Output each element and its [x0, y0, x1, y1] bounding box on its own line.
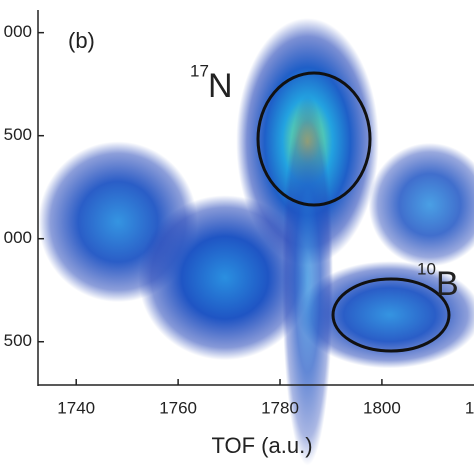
x-tick-label: 1800 — [363, 398, 401, 417]
annotation-mass: 10 — [417, 259, 436, 278]
y-tick-label: 000 — [4, 22, 32, 41]
b-outline — [331, 277, 451, 353]
cluster — [282, 94, 333, 466]
y-tick-label: 500 — [4, 331, 32, 350]
n-outline — [256, 71, 372, 207]
x-tick-label: 1820 — [465, 398, 474, 417]
x-axis-label: TOF (a.u.) — [211, 433, 312, 458]
x-tick-label: 1740 — [57, 398, 95, 417]
panel-label: (b) — [68, 28, 95, 53]
y-tick-label: 500 — [4, 125, 32, 144]
y-tick-label: 000 — [4, 228, 32, 247]
annotation-element: N — [208, 67, 233, 105]
cluster — [368, 142, 474, 267]
annotation-element: B — [436, 265, 459, 303]
x-tick-label: 1780 — [261, 398, 299, 417]
x-tick-label: 1760 — [159, 398, 197, 417]
annotation-mass: 17 — [190, 61, 209, 80]
